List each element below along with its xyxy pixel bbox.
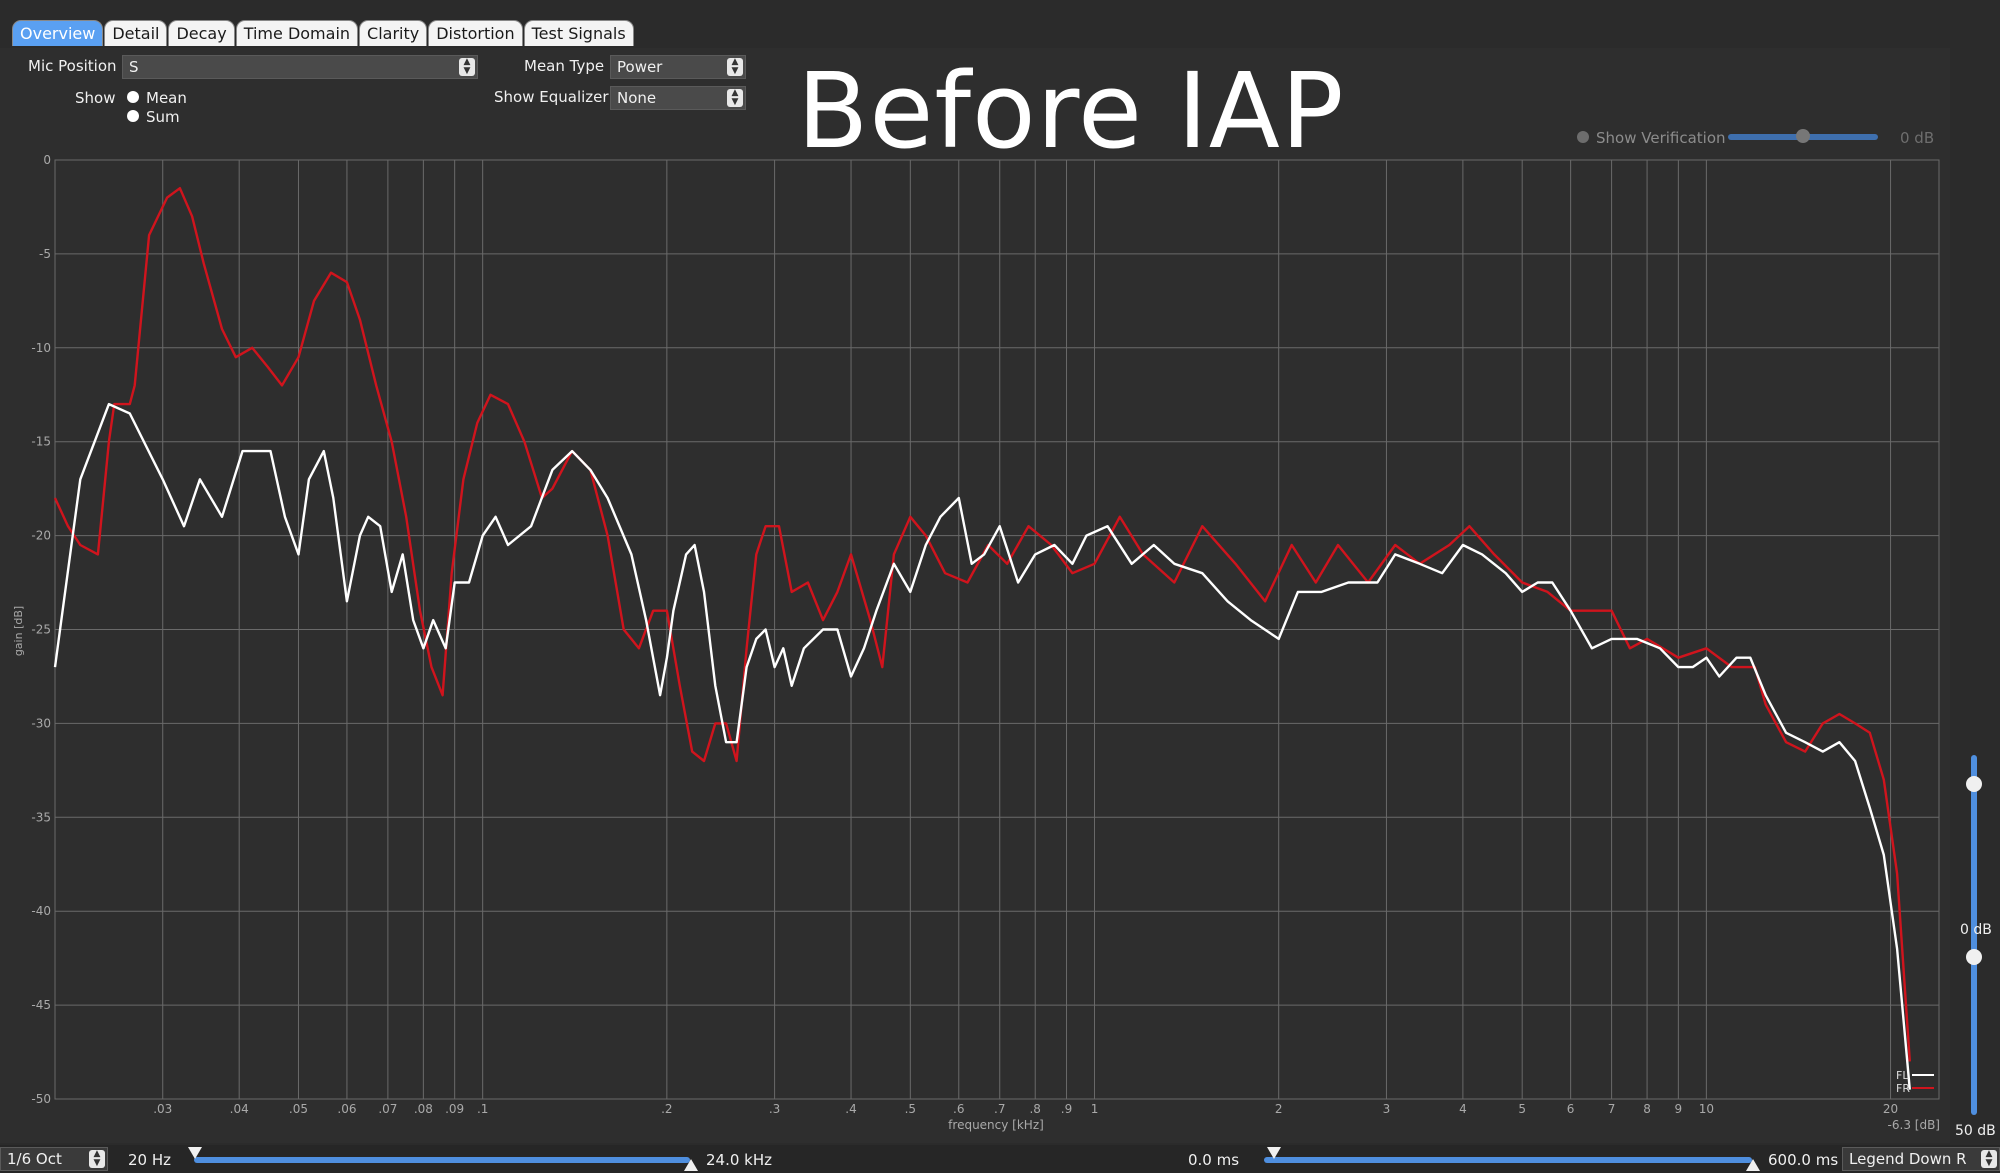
smoothing-value: 1/6 Oct [7, 1150, 62, 1168]
spinner-arrows-icon: ▲ ▼ [89, 1150, 105, 1168]
time-range-slider[interactable] [1264, 1157, 1752, 1163]
tab-clarity[interactable]: Clarity [359, 20, 428, 46]
bottom-toolbar: 1/6 Oct ▲ ▼ 20 Hz 24.0 kHz 0.0 ms 600.0 m… [0, 1145, 2000, 1173]
time-min-label: 0.0 ms [1188, 1151, 1240, 1169]
legend-position-select[interactable]: Legend Down R ▲ ▼ [1842, 1147, 2000, 1171]
spinner-arrows-icon: ▲ ▼ [727, 58, 743, 76]
time-max-thumb[interactable] [1746, 1159, 1760, 1171]
legend-position-value: Legend Down R [1849, 1150, 1967, 1168]
time-min-thumb[interactable] [1267, 1147, 1281, 1159]
mic-position-select[interactable]: S ▲ ▼ [122, 55, 478, 79]
overview-panel [0, 48, 1950, 1143]
tab-bar: Overview Detail Decay Time Domain Clarity Dis… [12, 20, 635, 48]
upper-db-slider-thumb[interactable] [1966, 776, 1982, 792]
radio-mean[interactable] [127, 91, 139, 103]
radio-sum[interactable] [127, 110, 139, 122]
bottom-db-label: 50 dB [1955, 1123, 1996, 1139]
tab-distortion[interactable]: Distortion [428, 20, 523, 46]
time-max-label: 600.0 ms [1768, 1151, 1839, 1169]
tab-time-domain[interactable]: Time Domain [235, 20, 359, 46]
freq-max-thumb[interactable] [684, 1159, 698, 1171]
mean-type-value: Power [617, 58, 663, 76]
mean-type-label: Mean Type [524, 57, 605, 75]
mean-type-select[interactable]: Power ▲ ▼ [610, 55, 746, 79]
lower-db-slider-thumb[interactable] [1966, 949, 1982, 965]
frequency-range-slider[interactable] [194, 1157, 690, 1163]
show-verification-checkbox[interactable] [1577, 131, 1589, 143]
lower-db-slider[interactable] [1971, 955, 1977, 1115]
top-db-label: 0 dB [1960, 922, 1992, 938]
tab-decay[interactable]: Decay [168, 20, 235, 46]
show-equalizer-select[interactable]: None ▲ ▼ [610, 86, 746, 110]
spinner-arrows-icon: ▲ ▼ [1981, 1150, 1997, 1168]
tab-test-signals[interactable]: Test Signals [523, 20, 634, 46]
tab-overview[interactable]: Overview [12, 20, 104, 46]
freq-max-label: 24.0 kHz [706, 1151, 773, 1169]
show-equalizer-label: Show Equalizer [494, 88, 609, 106]
spinner-arrows-icon: ▲ ▼ [727, 89, 743, 107]
freq-min-label: 20 Hz [128, 1151, 172, 1169]
overlay-title: Before IAP [797, 50, 1345, 172]
verification-value: 0 dB [1900, 129, 1935, 147]
mic-position-label: Mic Position [28, 57, 117, 75]
spinner-arrows-icon: ▲ ▼ [459, 58, 475, 76]
show-equalizer-value: None [617, 89, 657, 107]
tab-detail[interactable]: Detail [104, 20, 168, 46]
verification-slider-thumb[interactable] [1796, 129, 1810, 143]
freq-min-thumb[interactable] [188, 1147, 202, 1159]
smoothing-select[interactable]: 1/6 Oct ▲ ▼ [0, 1147, 108, 1171]
mic-position-value: S [129, 58, 139, 76]
upper-db-slider[interactable] [1971, 755, 1977, 960]
show-verification-label: Show Verification [1596, 129, 1726, 147]
show-label: Show [75, 89, 116, 107]
radio-sum-label: Sum [146, 108, 180, 126]
radio-mean-label: Mean [146, 89, 187, 107]
